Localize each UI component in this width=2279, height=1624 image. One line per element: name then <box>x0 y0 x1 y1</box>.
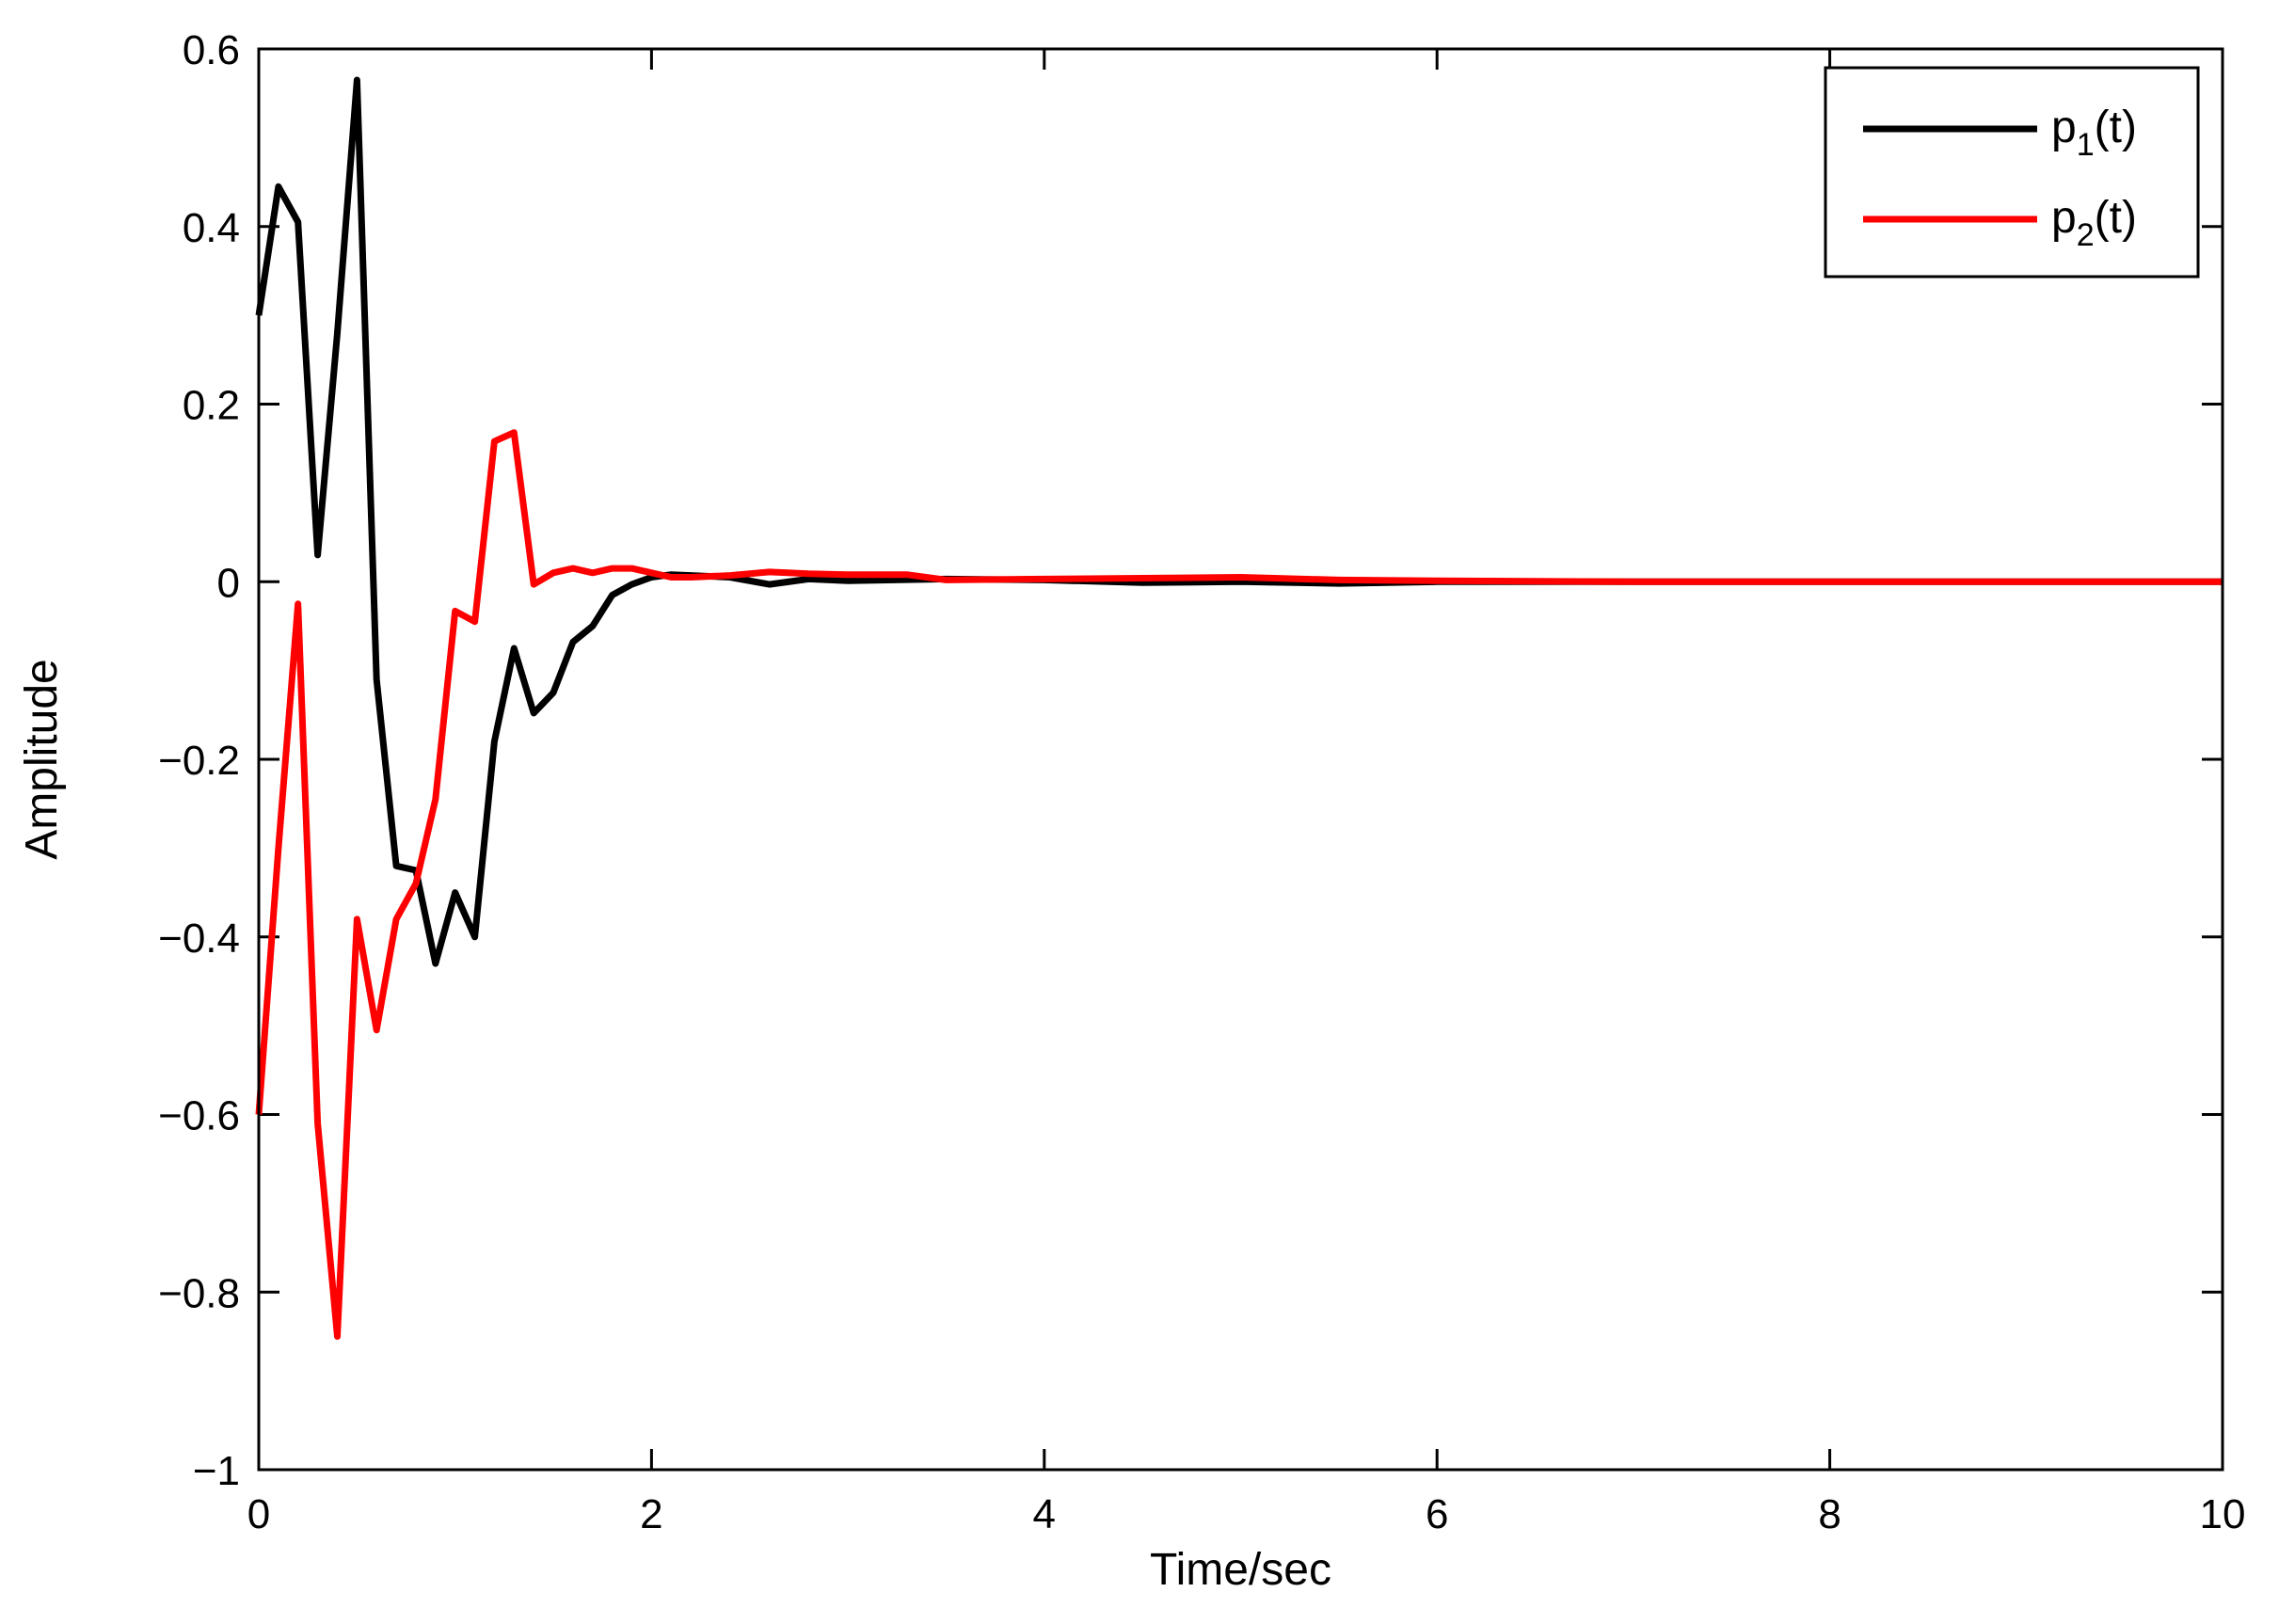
x-tick-label: 10 <box>2200 1491 2246 1537</box>
legend-label-tail: (t) <box>2095 193 2137 243</box>
y-axis-label: Amplitude <box>17 659 67 859</box>
x-tick-label: 8 <box>1818 1491 1841 1537</box>
x-tick-label: 0 <box>247 1491 270 1537</box>
x-tick-label: 4 <box>1033 1491 1056 1537</box>
y-tick-label: 0.2 <box>183 383 240 429</box>
legend-label-base: p <box>2051 193 2077 243</box>
x-axis-label: Time/sec <box>1150 1545 1331 1595</box>
y-tick-label: 0 <box>217 560 240 606</box>
plot-frame <box>257 47 2224 1472</box>
y-tick-label: 0.4 <box>183 205 240 251</box>
y-tick-label: −0.8 <box>158 1270 240 1316</box>
legend-label-p2: p2(t) <box>2051 193 2137 253</box>
y-tick-label: −0.4 <box>158 915 240 962</box>
tick-labels: 0 2 4 6 8 10 −1 −0.8 −0.6 −0.4 −0.2 0 0.2 0.4 0.6 <box>158 27 2245 1537</box>
series-line-p1 <box>255 76 2223 967</box>
y-tick-label: −0.2 <box>158 738 240 784</box>
legend: p1(t)p2(t) <box>1824 66 2200 279</box>
legend-label-base: p <box>2051 103 2077 152</box>
y-tick-label: 0.6 <box>183 27 240 73</box>
series-line-p2 <box>255 429 2223 1340</box>
x-tick-label: 6 <box>1426 1491 1448 1537</box>
legend-label-subscript: 1 <box>2077 127 2095 163</box>
legend-label-p1: p1(t) <box>2051 103 2137 163</box>
x-tick-label: 2 <box>640 1491 662 1537</box>
legend-label-tail: (t) <box>2095 103 2137 152</box>
series-layer <box>255 76 2223 1340</box>
legend-box <box>1824 66 2200 279</box>
legend-label-subscript: 2 <box>2077 217 2095 253</box>
y-tick-label: −0.6 <box>158 1093 240 1139</box>
y-tick-label: −1 <box>193 1448 240 1494</box>
